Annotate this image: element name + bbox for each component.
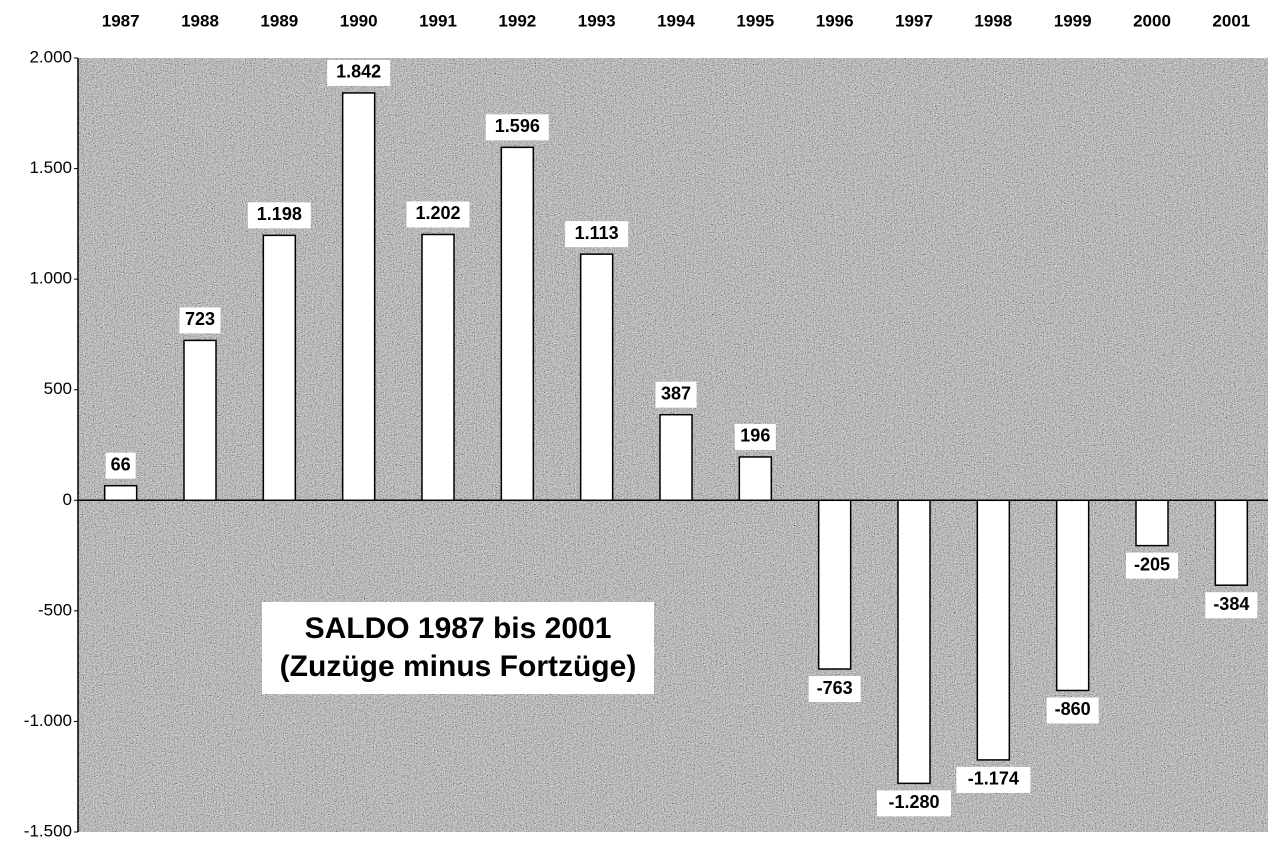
value-label-box [406, 201, 470, 228]
value-label: -1.280 [888, 792, 939, 812]
x-tick-label: 1988 [181, 11, 219, 30]
x-tick-label: 2000 [1133, 11, 1171, 30]
y-tick-label: -500 [38, 600, 72, 619]
x-tick-label: 2001 [1212, 11, 1250, 30]
value-label: -1.174 [968, 769, 1019, 789]
bar [103, 484, 138, 502]
value-label-box [877, 790, 951, 817]
value-label-box [1205, 592, 1258, 619]
y-tick-label: 1.000 [29, 269, 72, 288]
value-label-box [655, 381, 697, 408]
bar [341, 92, 376, 502]
value-label: 1.202 [415, 203, 460, 223]
bar [1055, 499, 1090, 692]
x-tick-label: 1997 [895, 11, 933, 30]
value-label-box [1126, 552, 1178, 579]
value-label: 723 [185, 309, 215, 329]
value-label: 1.842 [336, 62, 381, 82]
value-label-box [247, 202, 311, 229]
bar [579, 253, 614, 502]
bar [976, 499, 1011, 761]
value-label-box [734, 423, 776, 450]
x-tick-label: 1992 [498, 11, 536, 30]
bar [817, 499, 852, 670]
x-tick-label: 1993 [578, 11, 616, 30]
value-label: -384 [1213, 594, 1249, 614]
value-label-box [1046, 697, 1099, 724]
value-label-box [327, 59, 391, 86]
x-tick-label: 1994 [657, 11, 695, 30]
value-label: 387 [661, 383, 691, 403]
x-tick-label: 1991 [419, 11, 457, 30]
x-tick-label: 1990 [340, 11, 378, 30]
value-label-box [956, 766, 1031, 793]
value-label: 196 [740, 426, 770, 446]
x-tick-label: 1996 [816, 11, 854, 30]
bar [897, 499, 931, 785]
y-tick-label: 500 [44, 379, 72, 398]
y-tick-label: 0 [63, 490, 72, 509]
y-tick-label: 2.000 [29, 47, 72, 66]
bar [262, 234, 297, 502]
bar [738, 456, 773, 502]
annotation-text: (Zuzüge minus Fortzüge) [280, 650, 637, 683]
bar [659, 413, 693, 502]
x-tick-label: 1999 [1054, 11, 1092, 30]
y-tick-label: -1.000 [24, 711, 72, 730]
annotation: SALDO 1987 bis 2001 (Zuzüge minus Fortzü… [262, 602, 654, 694]
y-tick-label: -1.500 [24, 821, 72, 840]
bar [1214, 499, 1249, 586]
annotation-text: SALDO 1987 bis 2001 [305, 612, 612, 645]
value-label-box [565, 221, 629, 248]
x-tick-label: 1998 [974, 11, 1012, 30]
value-label: -763 [817, 678, 853, 698]
value-label-box [485, 114, 549, 141]
value-label: -860 [1055, 699, 1091, 719]
value-label: -205 [1134, 554, 1170, 574]
y-tick-label: 1.500 [29, 158, 72, 177]
value-label: 66 [111, 454, 131, 474]
value-label-box [105, 452, 136, 479]
bar [500, 146, 535, 502]
bar [183, 339, 217, 502]
value-label: 1.596 [495, 116, 540, 136]
value-label: 1.198 [257, 204, 302, 224]
bar [1135, 499, 1169, 547]
value-label: 1.113 [575, 223, 619, 243]
bar [421, 233, 455, 502]
x-tick-label: 1995 [736, 11, 774, 30]
annotation-box [262, 602, 654, 694]
x-tick-label: 1987 [102, 11, 140, 30]
x-tick-label: 1989 [260, 11, 298, 30]
value-label-box [179, 307, 221, 334]
value-label-box [808, 676, 861, 703]
